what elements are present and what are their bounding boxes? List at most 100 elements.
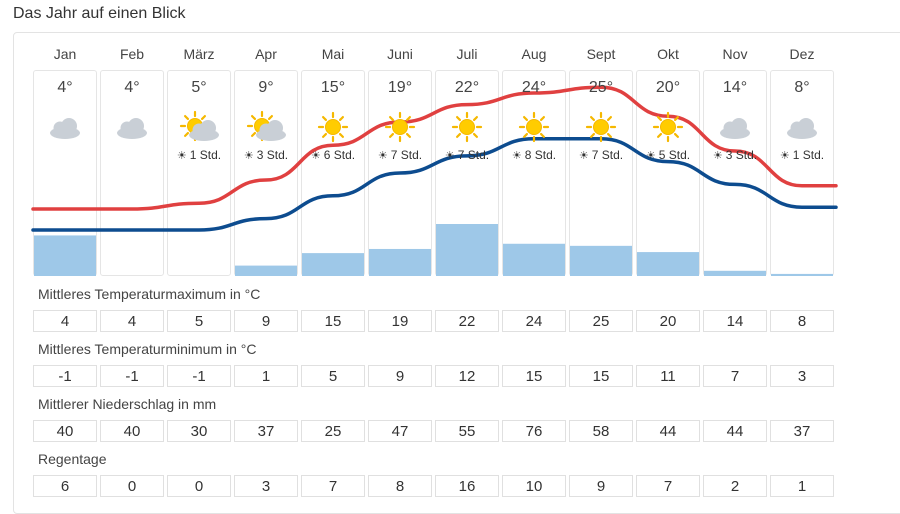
- sun-hours: ☀ 7 Std.: [367, 148, 433, 162]
- month-label: Dez: [789, 46, 815, 62]
- table-cell: 0: [100, 475, 164, 497]
- table-cell: 25: [569, 310, 633, 332]
- sun-hours-icon: ☀: [511, 150, 525, 162]
- cloud-icon: [117, 118, 147, 139]
- precip-bar: [34, 235, 96, 276]
- tmin-line: [31, 137, 838, 232]
- tmax-label: 20°: [655, 79, 681, 96]
- month-label: Okt: [657, 46, 679, 62]
- tmax-label: 4°: [124, 79, 140, 96]
- table-cell: -1: [167, 365, 231, 387]
- month-label: Jan: [53, 46, 77, 62]
- partly-sunny-icon: [246, 110, 286, 142]
- tmax-label: 24°: [521, 79, 547, 96]
- row-label: Mittleres Temperaturmaximum in °C: [38, 286, 261, 302]
- table-cell: 15: [301, 310, 365, 332]
- cloud-icon: [787, 118, 817, 139]
- sun-hours-icon: ☀: [645, 150, 659, 162]
- sun-hours: ☀ 8 Std.: [501, 148, 567, 162]
- month-label: Nov: [722, 46, 748, 62]
- table-cell: 19: [368, 310, 432, 332]
- month-card: [569, 70, 633, 276]
- table-cell: 22: [435, 310, 499, 332]
- table-cell: 5: [167, 310, 231, 332]
- cloud-icon: [50, 118, 80, 139]
- month-label: Mai: [321, 46, 345, 62]
- sun-hours-value: 7 Std.: [457, 148, 490, 162]
- sun-hours-icon: ☀: [377, 150, 391, 162]
- row-label: Regentage: [38, 451, 107, 467]
- month-card: [167, 70, 231, 276]
- tmax-label: 9°: [258, 79, 274, 96]
- tmax-label: 15°: [320, 79, 346, 96]
- table-cell: 15: [569, 365, 633, 387]
- table-cell: 9: [569, 475, 633, 497]
- table-cell: 5: [301, 365, 365, 387]
- table-cell: 2: [703, 475, 767, 497]
- table-cell: 4: [100, 310, 164, 332]
- sun-icon: [518, 111, 550, 143]
- table-cell: 37: [770, 420, 834, 442]
- precip-bar: [637, 252, 699, 276]
- month-label: Feb: [119, 46, 145, 62]
- table-cell: 4: [33, 310, 97, 332]
- table-cell: 40: [100, 420, 164, 442]
- table-cell: 1: [770, 475, 834, 497]
- sun-hours-icon: ☀: [712, 150, 726, 162]
- table-cell: 14: [703, 310, 767, 332]
- table-cell: 44: [636, 420, 700, 442]
- month-label: Sept: [586, 46, 616, 62]
- table-cell: 7: [636, 475, 700, 497]
- precip-bar: [302, 253, 364, 276]
- sun-hours: ☀ 7 Std.: [434, 148, 500, 162]
- table-cell: 3: [770, 365, 834, 387]
- table-cell: 10: [502, 475, 566, 497]
- sun-hours: ☀ 1 Std.: [769, 148, 835, 162]
- tmax-label: 14°: [722, 79, 748, 96]
- precip-bar: [235, 265, 297, 276]
- table-cell: 20: [636, 310, 700, 332]
- sun-hours-icon: ☀: [779, 150, 793, 162]
- table-cell: 8: [770, 310, 834, 332]
- table-cell: 47: [368, 420, 432, 442]
- month-label: Juni: [387, 46, 413, 62]
- month-label: Juli: [456, 46, 478, 62]
- sun-icon: [451, 111, 483, 143]
- month-label: Apr: [255, 46, 277, 62]
- sun-hours-icon: ☀: [310, 150, 324, 162]
- precip-bar: [369, 248, 431, 276]
- table-cell: 58: [569, 420, 633, 442]
- sun-hours: ☀ 3 Std.: [233, 148, 299, 162]
- sun-hours-icon: ☀: [444, 150, 458, 162]
- tmax-label: 8°: [794, 79, 810, 96]
- table-cell: 6: [33, 475, 97, 497]
- sun-hours: ☀ 5 Std.: [635, 148, 701, 162]
- table-cell: -1: [33, 365, 97, 387]
- month-card: [301, 70, 365, 276]
- table-cell: 16: [435, 475, 499, 497]
- precip-bar: [704, 270, 766, 276]
- sun-hours-icon: ☀: [243, 150, 257, 162]
- sun-hours-icon: ☀: [578, 150, 592, 162]
- table-cell: 44: [703, 420, 767, 442]
- sun-hours-icon: ☀: [176, 150, 190, 162]
- table-cell: 7: [301, 475, 365, 497]
- table-cell: 0: [167, 475, 231, 497]
- table-cell: 24: [502, 310, 566, 332]
- partly-sunny-icon: [179, 110, 219, 142]
- tmax-label: 4°: [57, 79, 73, 96]
- tmax-label: 25°: [588, 79, 614, 96]
- precip-bar: [771, 273, 833, 276]
- sun-hours-value: 7 Std.: [591, 148, 624, 162]
- table-cell: 11: [636, 365, 700, 387]
- sun-icon: [384, 111, 416, 143]
- month-card: [100, 70, 164, 276]
- precip-bar: [503, 243, 565, 276]
- month-card: [770, 70, 834, 276]
- table-cell: 40: [33, 420, 97, 442]
- sun-hours-value: 1 Std.: [792, 148, 825, 162]
- tmax-label: 5°: [191, 79, 207, 96]
- sun-icon: [317, 111, 349, 143]
- sun-hours-value: 1 Std.: [189, 148, 222, 162]
